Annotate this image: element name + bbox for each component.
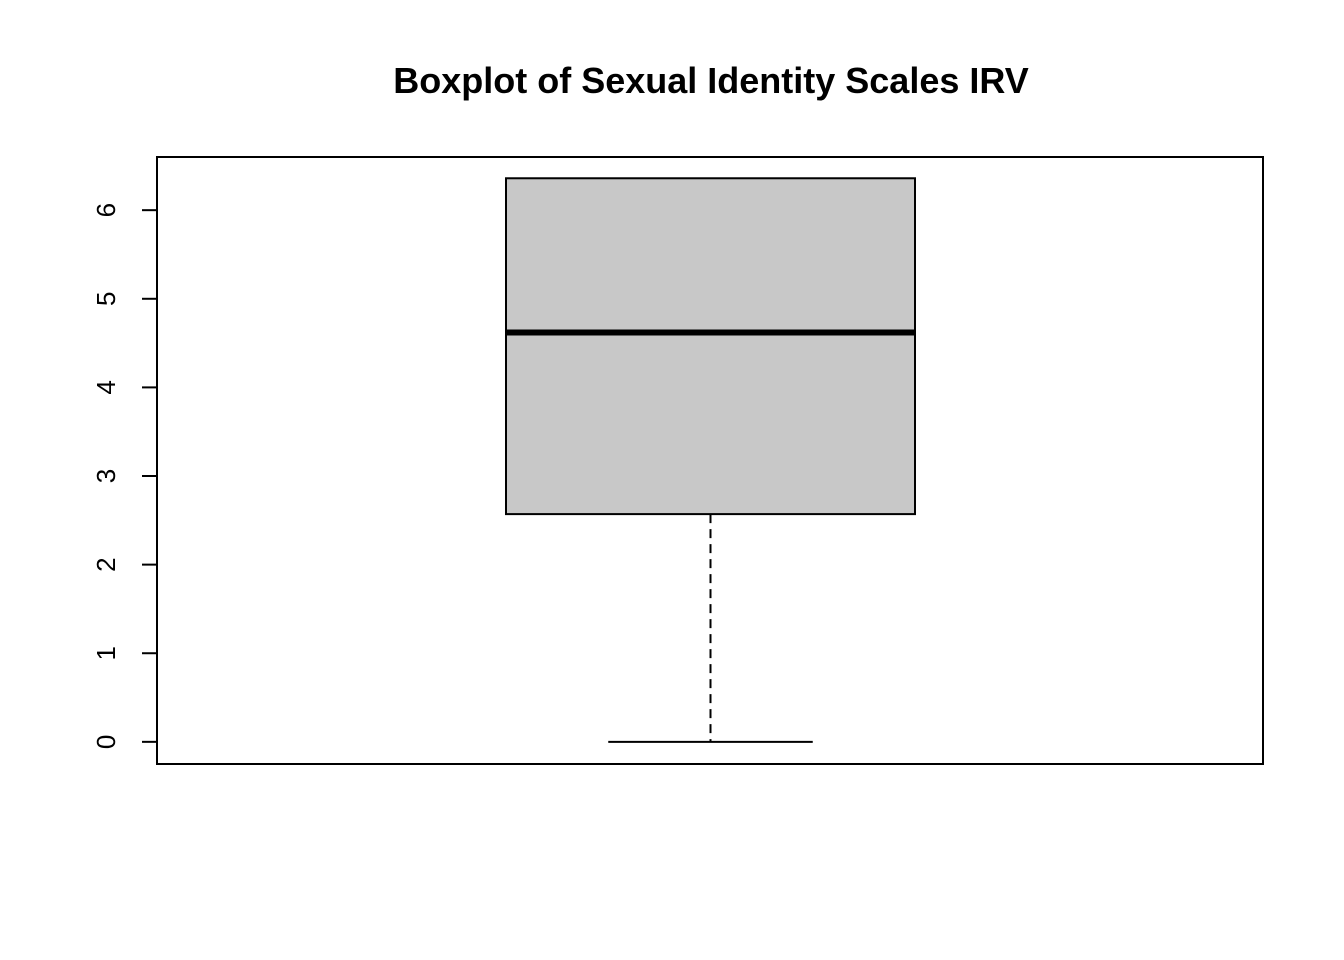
y-tick-label: 6 xyxy=(91,203,121,217)
chart-title: Boxplot of Sexual Identity Scales IRV xyxy=(393,60,1029,101)
y-tick-label: 2 xyxy=(91,557,121,571)
y-tick-label: 0 xyxy=(91,735,121,749)
box-group xyxy=(505,177,916,743)
y-tick-label: 5 xyxy=(91,292,121,306)
iqr-box xyxy=(505,177,916,516)
y-tick-label: 1 xyxy=(91,646,121,660)
y-axis: 0 1 2 3 4 5 6 xyxy=(91,203,158,749)
y-tick-label: 3 xyxy=(91,469,121,483)
y-tick-label: 4 xyxy=(91,380,121,394)
